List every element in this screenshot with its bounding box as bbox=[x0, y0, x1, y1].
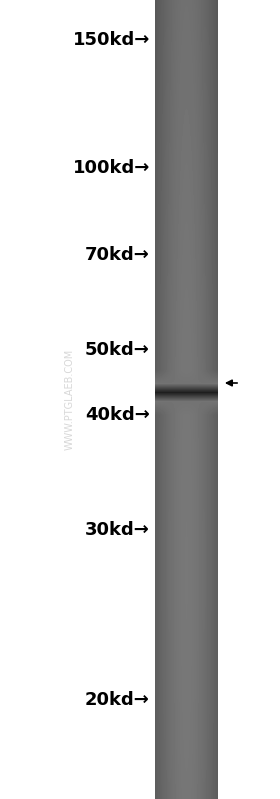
Text: 150kd→: 150kd→ bbox=[73, 31, 150, 49]
Text: 50kd→: 50kd→ bbox=[85, 341, 150, 359]
Text: 40kd→: 40kd→ bbox=[85, 406, 150, 424]
Text: 20kd→: 20kd→ bbox=[85, 691, 150, 709]
Text: WWW.PTGLAEB.COM: WWW.PTGLAEB.COM bbox=[65, 349, 75, 450]
Text: 30kd→: 30kd→ bbox=[85, 521, 150, 539]
Text: 70kd→: 70kd→ bbox=[85, 246, 150, 264]
Text: 100kd→: 100kd→ bbox=[73, 159, 150, 177]
